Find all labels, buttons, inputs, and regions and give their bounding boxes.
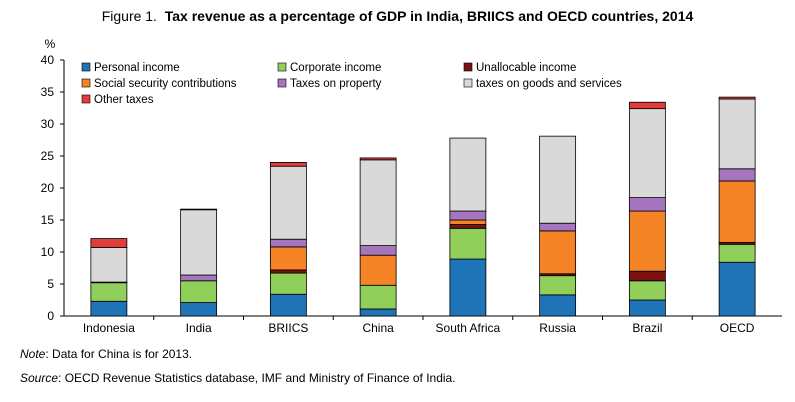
x-tick-label: China (362, 321, 394, 335)
bar-segment (180, 280, 218, 303)
bar-segment (359, 157, 397, 161)
bar-segment (269, 269, 307, 274)
legend-label: Taxes on property (290, 78, 382, 90)
bar-segment (628, 197, 666, 212)
bar-segment (180, 274, 218, 282)
bar-segment (269, 246, 307, 271)
legend-label: Personal income (94, 62, 180, 74)
bar-segment (269, 238, 307, 248)
legend-swatch (463, 62, 473, 72)
bar-segment (180, 302, 218, 317)
bar-segment (449, 210, 487, 221)
y-tick-label: 35 (41, 85, 55, 99)
bar-segment (539, 222, 577, 232)
bar-segment (90, 238, 128, 248)
bar-segment (718, 98, 756, 170)
y-axis-unit-label: % (45, 37, 56, 51)
bar-segment (628, 270, 666, 282)
legend-label: Unallocable income (476, 62, 576, 74)
x-tick-label: OECD (720, 321, 755, 335)
legend-swatch (277, 62, 287, 72)
bar-segment (359, 308, 397, 317)
figure-title: Tax revenue as a percentage of GDP in In… (164, 8, 694, 24)
legend-label: Other taxes (94, 94, 154, 106)
bar-segment (180, 209, 218, 276)
legend-swatch (463, 78, 473, 88)
x-tick-label: Russia (539, 321, 576, 335)
bar-segment (718, 261, 756, 317)
bar-segment (449, 219, 487, 225)
bar-segment (539, 230, 577, 275)
legend-label: Corporate income (290, 62, 381, 74)
source-text: : OECD Revenue Statistics database, IMF … (58, 371, 456, 385)
bar-segment (628, 101, 666, 110)
bar-segment (180, 208, 218, 211)
bar-segment (718, 96, 756, 100)
bar-segment (269, 272, 307, 295)
bar-segment (539, 294, 577, 317)
x-tick-label: South Africa (436, 321, 501, 335)
chart-source: Source: OECD Revenue Statistics database… (20, 371, 456, 385)
note-text: : Data for China is for 2013. (45, 347, 193, 361)
bar-segment (90, 247, 128, 283)
bar-segment (628, 108, 666, 198)
bar-segment (539, 135, 577, 224)
figure-label: Figure 1. (101, 8, 157, 24)
bar-segment (628, 210, 666, 272)
y-tick-label: 15 (41, 213, 55, 227)
bar-segment (718, 180, 756, 243)
source-label: Source (20, 371, 59, 385)
y-tick-label: 30 (41, 117, 55, 131)
x-tick-label: India (186, 321, 212, 335)
bar-segment (539, 275, 577, 296)
bar-segment (269, 165, 307, 240)
stacked-bar-chart: 0 5 10 15 20 25 30 35 40% Indonesia India BRIICS Chi… (41, 37, 782, 335)
chart-note: Note: Data for China is for 2013. (20, 347, 192, 361)
y-tick-label: 10 (41, 245, 55, 259)
legend-label: Social security contributions (94, 78, 237, 90)
bar-segment (449, 137, 487, 212)
bar-segment (359, 254, 397, 286)
legend-swatch (277, 78, 287, 88)
bar-segment (628, 280, 666, 301)
bar-segment (718, 168, 756, 182)
y-tick-label: 40 (41, 53, 55, 67)
y-tick-label: 25 (41, 149, 55, 163)
bar-segment (359, 284, 397, 310)
note-label: Note (20, 347, 46, 361)
y-tick-label: 20 (41, 181, 55, 195)
x-tick-label: BRIICS (268, 321, 308, 335)
bar-segment (90, 282, 128, 302)
x-tick-label: Indonesia (83, 321, 135, 335)
bar-segment (359, 159, 397, 246)
bar-segment (359, 245, 397, 256)
bar-segment (269, 161, 307, 167)
legend-label: taxes on goods and services (476, 78, 622, 90)
legend-swatch (81, 62, 91, 72)
legend-swatch (81, 78, 91, 88)
chart-title: Figure 1. Tax revenue as a percentage of… (0, 8, 795, 24)
x-tick-label: Brazil (632, 321, 662, 335)
bar-segment (628, 299, 666, 317)
bar-segment (90, 300, 128, 317)
bar-segment (449, 224, 487, 229)
bar-segment (269, 293, 307, 317)
bar-segment (449, 227, 487, 260)
legend-swatch (81, 94, 91, 104)
y-tick-label: 0 (47, 309, 54, 323)
y-tick-label: 5 (47, 277, 54, 291)
bar-segment (449, 258, 487, 317)
bar-segment (718, 243, 756, 263)
